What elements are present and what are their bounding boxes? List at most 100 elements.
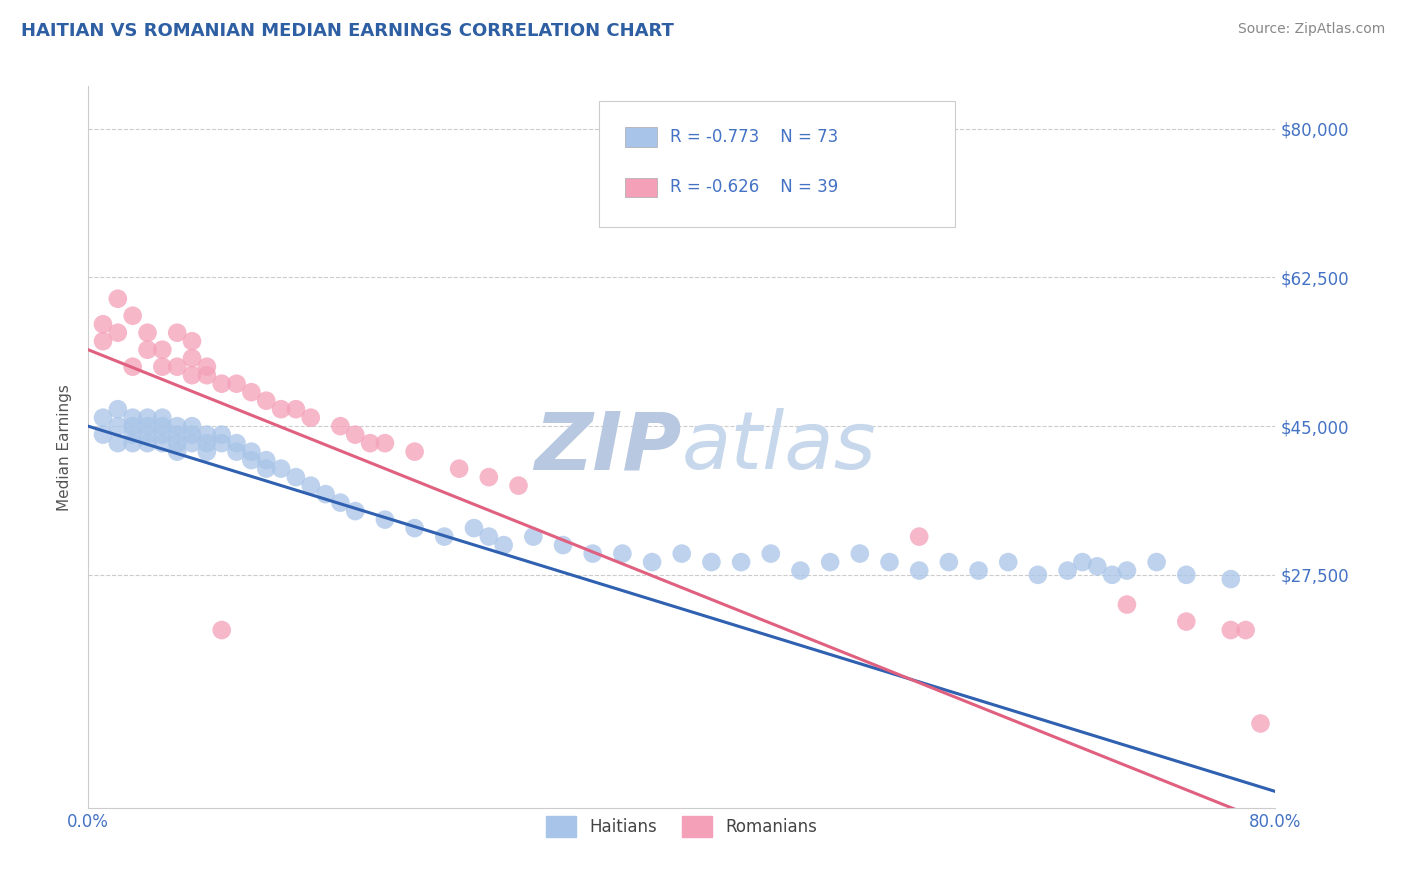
Point xyxy=(211,623,233,637)
Point xyxy=(107,326,129,340)
Point xyxy=(730,555,752,569)
Point xyxy=(150,436,173,450)
Point xyxy=(121,436,143,450)
Point xyxy=(91,317,114,331)
Point xyxy=(211,427,233,442)
Point xyxy=(404,444,426,458)
Point xyxy=(166,359,188,374)
Point xyxy=(270,461,292,475)
Point xyxy=(449,461,471,475)
Point xyxy=(181,351,204,366)
Point xyxy=(478,530,501,544)
Point xyxy=(240,444,263,458)
Point xyxy=(121,359,143,374)
Point xyxy=(671,547,693,561)
Point xyxy=(136,427,159,442)
Point xyxy=(254,393,277,408)
Point xyxy=(967,564,990,578)
Legend: Haitians, Romanians: Haitians, Romanians xyxy=(540,810,824,844)
Point xyxy=(299,410,322,425)
Point xyxy=(478,470,501,484)
Point xyxy=(136,343,159,357)
Point xyxy=(225,444,247,458)
Point xyxy=(240,385,263,400)
Text: HAITIAN VS ROMANIAN MEDIAN EARNINGS CORRELATION CHART: HAITIAN VS ROMANIAN MEDIAN EARNINGS CORR… xyxy=(21,22,673,40)
Point xyxy=(166,436,188,450)
Point xyxy=(150,343,173,357)
Point xyxy=(433,530,456,544)
Point xyxy=(107,402,129,417)
Point xyxy=(121,427,143,442)
Text: R = -0.626    N = 39: R = -0.626 N = 39 xyxy=(669,178,838,196)
Point xyxy=(908,530,931,544)
Point xyxy=(181,334,204,349)
Point xyxy=(284,402,307,417)
Point xyxy=(997,555,1019,569)
Point xyxy=(254,461,277,475)
Point xyxy=(284,470,307,484)
Point xyxy=(254,453,277,467)
Point xyxy=(759,547,782,561)
Point xyxy=(374,436,396,450)
Point xyxy=(107,436,129,450)
Point xyxy=(181,427,204,442)
Point xyxy=(359,436,381,450)
Point xyxy=(107,292,129,306)
Point xyxy=(195,427,218,442)
Point xyxy=(789,564,811,578)
Point xyxy=(136,436,159,450)
Point xyxy=(1219,572,1241,586)
Text: R = -0.773    N = 73: R = -0.773 N = 73 xyxy=(669,128,838,146)
Point xyxy=(344,504,367,518)
Point xyxy=(818,555,841,569)
Point xyxy=(225,436,247,450)
Point xyxy=(136,419,159,434)
Point xyxy=(107,419,129,434)
Point xyxy=(225,376,247,391)
Point xyxy=(1116,564,1139,578)
Point xyxy=(150,359,173,374)
Point xyxy=(700,555,723,569)
Point xyxy=(1175,615,1198,629)
FancyBboxPatch shape xyxy=(624,128,657,146)
Point xyxy=(374,513,396,527)
Point xyxy=(91,334,114,349)
Point xyxy=(404,521,426,535)
Point xyxy=(612,547,634,561)
Point xyxy=(195,444,218,458)
Point xyxy=(121,309,143,323)
Point xyxy=(299,478,322,492)
Point xyxy=(150,410,173,425)
Point xyxy=(211,436,233,450)
Point xyxy=(551,538,574,552)
Point xyxy=(1056,564,1078,578)
FancyBboxPatch shape xyxy=(599,101,955,227)
Point xyxy=(1071,555,1094,569)
Point xyxy=(121,410,143,425)
Point xyxy=(329,495,352,509)
Point xyxy=(136,326,159,340)
Point xyxy=(1175,567,1198,582)
Point xyxy=(641,555,664,569)
Point xyxy=(849,547,872,561)
Point xyxy=(166,444,188,458)
Point xyxy=(492,538,515,552)
Point xyxy=(582,547,605,561)
Point xyxy=(1085,559,1108,574)
Point xyxy=(195,368,218,383)
Point xyxy=(240,453,263,467)
Point xyxy=(91,427,114,442)
Point xyxy=(195,436,218,450)
Point xyxy=(315,487,337,501)
Point xyxy=(166,419,188,434)
Text: atlas: atlas xyxy=(682,409,876,486)
Point xyxy=(121,419,143,434)
Point xyxy=(150,419,173,434)
Point xyxy=(463,521,485,535)
Point xyxy=(136,410,159,425)
Point xyxy=(166,427,188,442)
FancyBboxPatch shape xyxy=(624,178,657,197)
Point xyxy=(908,564,931,578)
Text: ZIP: ZIP xyxy=(534,409,682,486)
Point xyxy=(329,419,352,434)
